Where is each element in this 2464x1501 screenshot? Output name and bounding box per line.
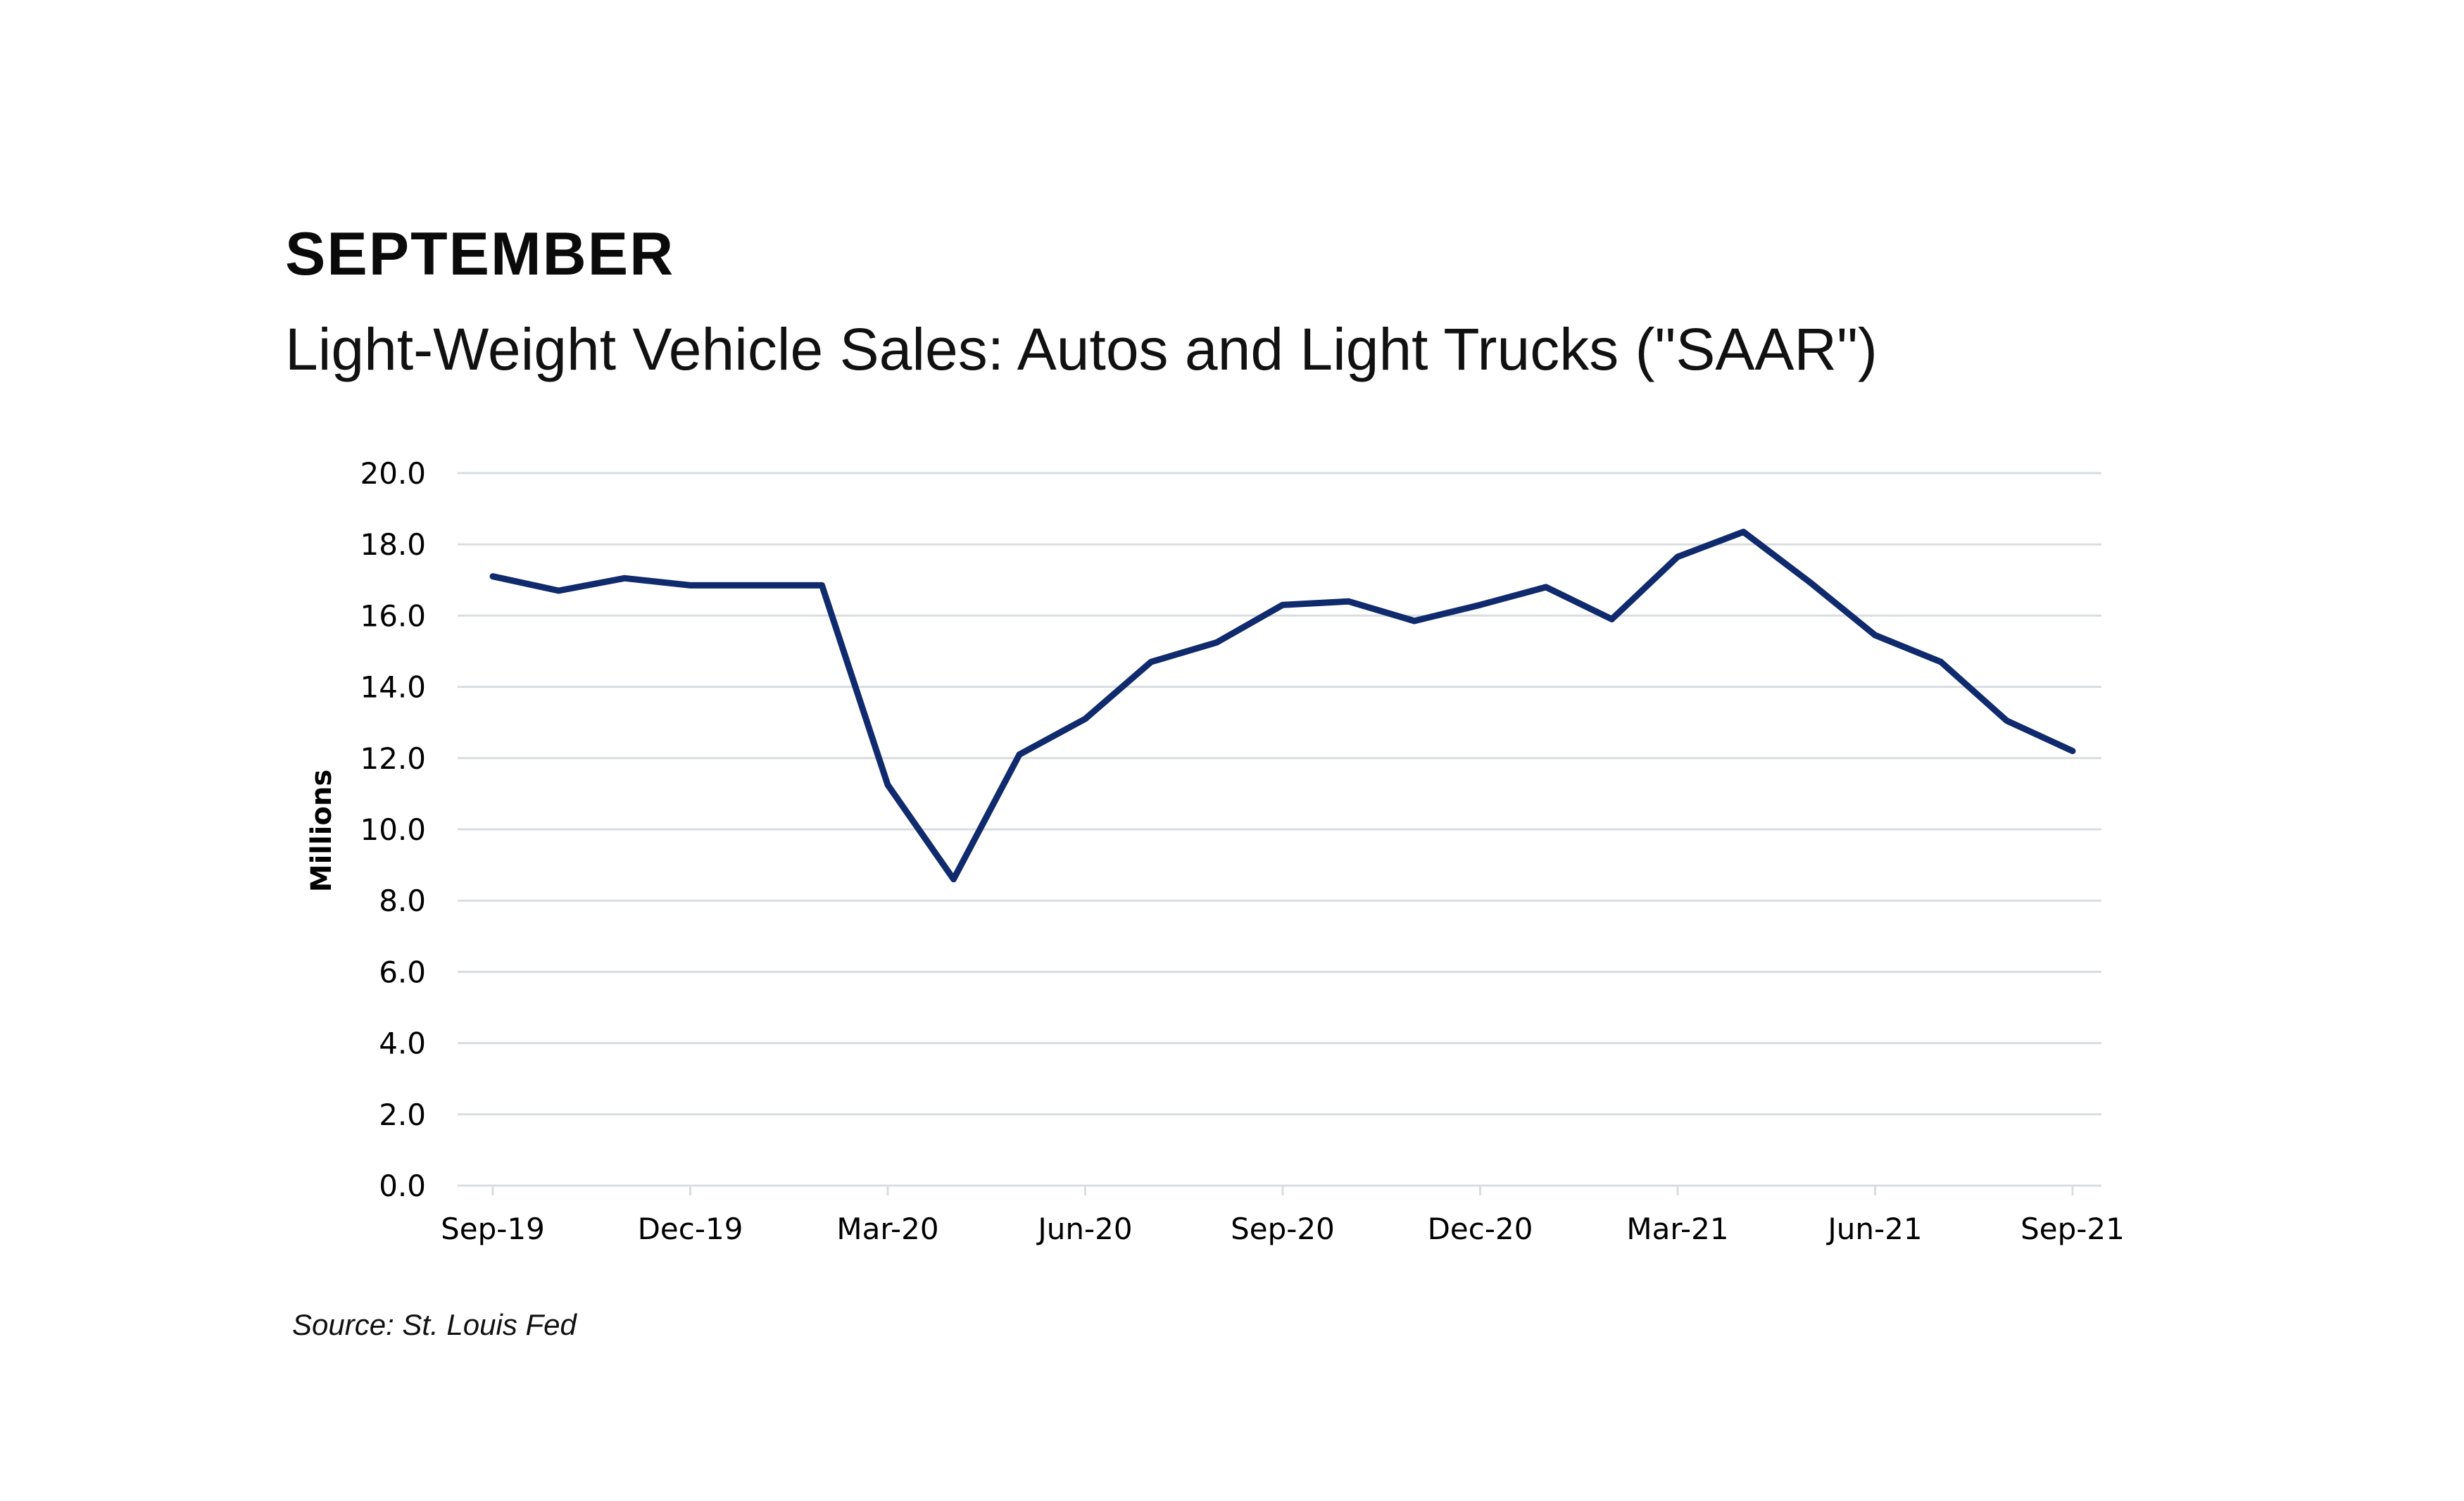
x-tick-label: Jun-20 [1036, 1212, 1132, 1246]
source-note: Source: St. Louis Fed [292, 1308, 577, 1341]
y-tick-label: 6.0 [379, 955, 426, 989]
gridlines [458, 472, 2101, 1187]
y-tick-label: 16.0 [360, 598, 426, 633]
x-tick-label: Jun-21 [1825, 1212, 1922, 1246]
y-tick-label: 14.0 [360, 670, 426, 705]
y-tick-label: 0.0 [379, 1169, 426, 1203]
y-tick-label: 8.0 [379, 884, 426, 918]
y-tick-label: 10.0 [360, 812, 426, 847]
x-tick-label: Mar-20 [836, 1212, 938, 1246]
y-tick-label: 18.0 [360, 527, 426, 562]
y-axis-label: Millions [306, 770, 338, 892]
y-tick-label: 20.0 [360, 456, 426, 491]
chart-title: Light-Weight Vehicle Sales: Autos and Li… [285, 316, 1878, 382]
x-tick-label: Dec-20 [1428, 1212, 1533, 1246]
series [489, 529, 2076, 883]
x-axis: Sep-19 Dec-19 Mar-20 Jun-20 Sep-20 Dec-20 Mar-… [441, 1186, 2125, 1246]
y-axis: 0.0 2.0 4.0 6.0 8.0 10.0 12.0 14.0 16.0 18.0 20.0 [360, 456, 426, 1203]
y-tick-label: 4.0 [379, 1026, 426, 1061]
x-tick-label: Mar-21 [1626, 1212, 1728, 1246]
x-tick-label: Dec-19 [638, 1212, 743, 1246]
chart-heading: SEPTEMBER [285, 220, 675, 288]
y-tick-label: 2.0 [379, 1098, 426, 1132]
y-tick-label: 12.0 [360, 741, 426, 776]
x-tick-label: Sep-19 [441, 1212, 545, 1246]
x-tick-label: Sep-20 [1231, 1212, 1335, 1246]
x-tick-label: Sep-21 [2020, 1212, 2125, 1246]
series-line [489, 529, 2076, 883]
